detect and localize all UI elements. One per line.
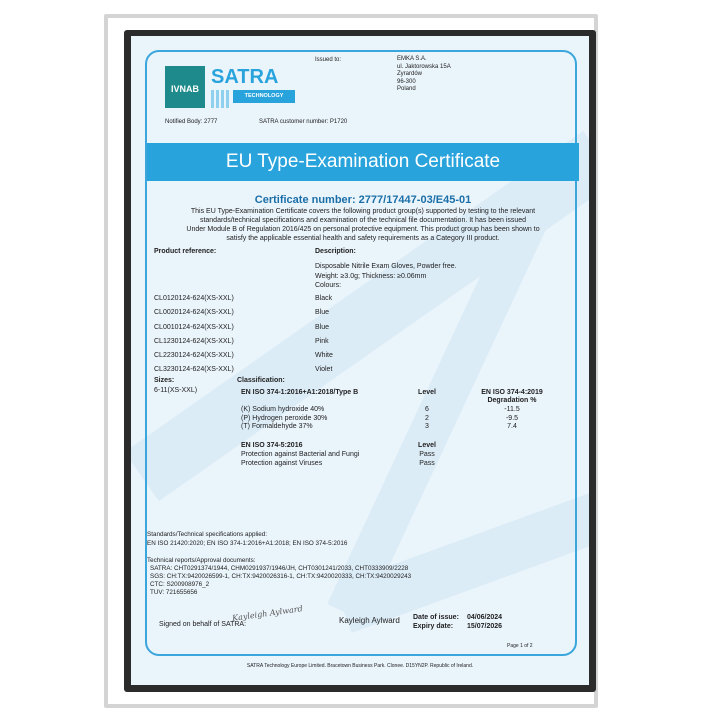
product-ref: CL2230124-624(XS-XXL) (154, 352, 234, 360)
standards-label: Standards/Technical specifications appli… (147, 531, 268, 538)
frame-shadow (104, 14, 598, 708)
product-ref: CL3230124-624(XS-XXL) (154, 366, 234, 374)
product-colour: Pink (315, 337, 329, 345)
description-header: Description: (315, 248, 356, 255)
address-line: 96-300 (397, 78, 416, 85)
page-number: Page 1 of 2 (507, 643, 533, 649)
report-line: SATRA: CHT0291374/1944, CHM0291937/1946/… (150, 565, 409, 572)
technical-reports: Technical reports/Approval documents: SA… (147, 557, 411, 597)
product-description: Disposable Nitrile Exam Gloves, Powder f… (315, 262, 457, 291)
level-header: Level (418, 389, 436, 396)
bio-level: Pass (419, 451, 435, 458)
certificate-number: Certificate number: 2777/17447-03/E45-01 (254, 194, 472, 206)
address-line: EMKA S.A. (397, 56, 427, 62)
intro-line: standards/technical specifications and e… (199, 217, 527, 224)
report-line: TUV: 721655656 (150, 589, 198, 596)
intro-line: satisfy the applicable essential health … (226, 235, 500, 242)
standard-374-5: EN ISO 374-5:2016 (241, 442, 303, 449)
description-line: Disposable Nitrile Exam Gloves, Powder f… (315, 263, 457, 270)
product-ref: CL0120124-624(XS-XXL) (154, 295, 234, 302)
bio-protection-name: Protection against Bacterial and Fungi (241, 451, 360, 458)
ivnab-logo-text: IVNAB (170, 84, 199, 94)
chemical-degradation: -11.5 -9.5 7.4 (467, 406, 557, 432)
standard-374-1: EN ISO 374-1:2016+A1:2018/Type B (241, 389, 359, 396)
bio-levels: Pass Pass (402, 451, 452, 468)
chemical-name: (T) Formaldehyde 37% (241, 423, 313, 430)
chemicals-list: (K) Sodium hydroxide 40% (P) Hydrogen pe… (241, 406, 327, 432)
product-colour: White (315, 352, 333, 360)
address-line: Zyrardów (397, 71, 423, 77)
notified-body: Notified Body: 2777 (165, 119, 218, 125)
issued-to-label: Issued to: (315, 57, 342, 63)
product-row: CL3230124-624(XS-XXL) (154, 363, 234, 377)
classification-label: Classification: (237, 377, 285, 384)
degradation-header: Degradation % (487, 397, 537, 404)
standards-value: EN ISO 21420:2020; EN ISO 374-1:2016+A1:… (147, 539, 348, 547)
product-reference-header: Product reference: (154, 248, 217, 255)
issued-to-address: EMKA S.A. ul. Jaktorowska 15A Zyrardów 9… (397, 56, 451, 94)
sizes-label: Sizes: (154, 377, 175, 384)
chemical-level: 3 (425, 423, 429, 430)
footer-address: SATRA Technology Europe Limited. Braceto… (246, 663, 474, 669)
degradation-value: -11.5 (504, 406, 520, 413)
date-values: 04/06/2024 15/07/2026 (467, 614, 502, 631)
certificate-title: EU Type-Examination Certificate (147, 143, 579, 181)
intro-line: Under Module B of Regulation 2016/425 on… (186, 226, 540, 233)
customer-number: SATRA customer number: P1720 (259, 119, 348, 125)
handwritten-signature: Kayleigh Aylward (231, 604, 304, 623)
product-colours: Black Blue Blue Pink White Violet (315, 292, 333, 378)
product-ref: CL0010124-624(XS-XXL) (154, 323, 234, 331)
address-line: ul. Jaktorowska 15A (397, 63, 451, 70)
chemical-name: (K) Sodium hydroxide 40% (241, 406, 325, 413)
bio-level: Pass (419, 459, 435, 467)
standards-applied: Standards/Technical specifications appli… (147, 531, 347, 548)
date-of-issue: 04/06/2024 (467, 614, 503, 621)
product-colour: Blue (315, 309, 330, 317)
product-row: CL1230124-624(XS-XXL) (154, 335, 234, 349)
expiry-date-label: Expiry date: (413, 622, 454, 630)
report-line: CTC: S200908976_2 (150, 581, 210, 588)
product-ref: CL0020124-624(XS-XXL) (154, 309, 234, 317)
certificate-document: IVNAB SATRA TECHNOLOGY Issued to: EMKA S… (131, 36, 589, 685)
intro-text: This EU Type-Examination Certificate cov… (147, 207, 579, 243)
chemical-levels: 6 2 3 (402, 406, 452, 432)
satra-logo-bars (211, 90, 231, 108)
chemical-name: (P) Hydrogen peroxide 30% (241, 414, 328, 422)
description-line: Colours: (315, 282, 342, 289)
description-line: Weight: ≥3.0g; Thickness: ≥0.06mm (315, 272, 427, 280)
ivnab-logo: IVNAB (165, 66, 205, 108)
chemical-level: 6 (425, 406, 429, 413)
date-labels: Date of issue: Expiry date: (413, 614, 459, 631)
content-border: IVNAB SATRA TECHNOLOGY Issued to: EMKA S… (145, 50, 579, 656)
signatory-name: Kayleigh Aylward (339, 616, 400, 625)
sizes-value: 6-11(XS-XXL) (154, 387, 198, 394)
product-colour: Black (315, 295, 333, 302)
bio-list: Protection against Bacterial and Fungi P… (241, 451, 359, 468)
degradation-value: 7.4 (507, 423, 517, 430)
expiry-date: 15/07/2026 (467, 622, 503, 630)
bio-protection-name: Protection against Viruses (241, 459, 323, 467)
satra-technology-logo: TECHNOLOGY (233, 90, 295, 103)
product-ref: CL1230124-624(XS-XXL) (154, 337, 234, 345)
standard-374-4: EN ISO 374-4:2019 (481, 389, 543, 396)
reports-label: Technical reports/Approval documents: (147, 557, 256, 564)
product-row: CL0010124-624(XS-XXL) (154, 321, 234, 335)
degradation-value: -9.5 (505, 414, 519, 422)
chemical-level: 2 (425, 414, 429, 422)
product-list: CL0120124-624(XS-XXL) CL0020124-624(XS-X… (154, 292, 234, 378)
product-colour: Violet (315, 366, 333, 374)
product-row: CL0120124-624(XS-XXL) (154, 292, 234, 306)
intro-line: This EU Type-Examination Certificate cov… (190, 208, 536, 215)
product-row: CL0020124-624(XS-XXL) (154, 306, 234, 320)
product-colour: Blue (315, 323, 330, 331)
date-of-issue-label: Date of issue: (413, 614, 459, 621)
address-line: Poland (397, 86, 416, 92)
product-row: CL2230124-624(XS-XXL) (154, 349, 234, 363)
report-line: SGS: CH:TX:9420026599-1, CH:TX:942002631… (150, 573, 412, 580)
signed-on-behalf-label: Signed on behalf of SATRA: (159, 621, 247, 628)
level5-header: Level (418, 442, 436, 449)
satra-logo: SATRA (211, 66, 279, 88)
